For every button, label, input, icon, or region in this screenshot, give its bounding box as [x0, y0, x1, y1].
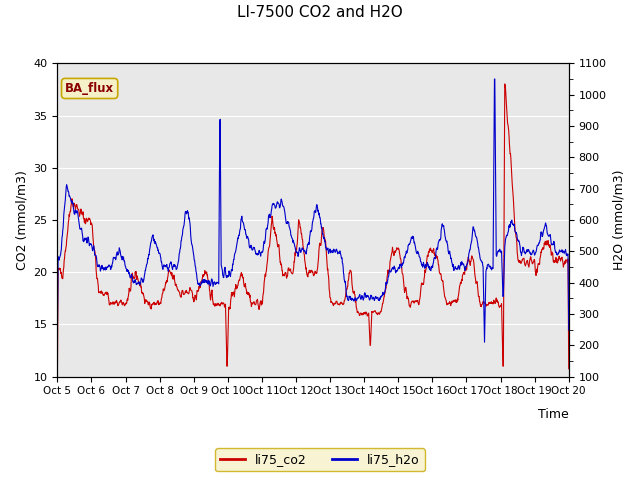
Y-axis label: CO2 (mmol/m3): CO2 (mmol/m3): [15, 170, 28, 270]
Text: BA_flux: BA_flux: [65, 82, 114, 95]
Text: LI-7500 CO2 and H2O: LI-7500 CO2 and H2O: [237, 5, 403, 20]
X-axis label: Time: Time: [538, 408, 569, 421]
Y-axis label: H2O (mmol/m3): H2O (mmol/m3): [612, 170, 625, 270]
Legend: li75_co2, li75_h2o: li75_co2, li75_h2o: [215, 448, 425, 471]
